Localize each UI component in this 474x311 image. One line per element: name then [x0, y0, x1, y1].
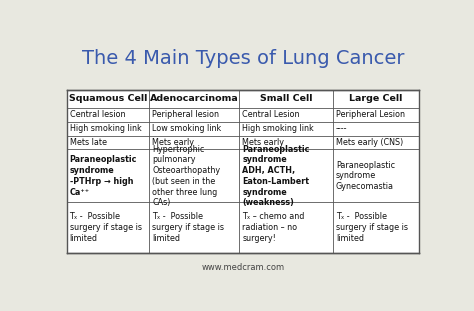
Text: Tₓ – chemo and
radiation – no
surgery!: Tₓ – chemo and radiation – no surgery! — [242, 212, 305, 243]
Bar — [66, 90, 419, 253]
Text: Paraneoplastic
syndrome
Gynecomastia: Paraneoplastic syndrome Gynecomastia — [336, 161, 395, 191]
Text: Paraneoplastic
syndrome
ADH, ACTH,
Eaton-Lambert
syndrome
(weakness): Paraneoplastic syndrome ADH, ACTH, Eaton… — [242, 145, 310, 207]
Text: High smoking link: High smoking link — [70, 124, 141, 133]
Text: ----: ---- — [336, 124, 347, 133]
Text: Central Lesion: Central Lesion — [242, 110, 300, 119]
Text: Squamous Cell: Squamous Cell — [69, 95, 147, 104]
Text: Central lesion: Central lesion — [70, 110, 125, 119]
Text: www.medcram.com: www.medcram.com — [201, 263, 284, 272]
Text: Tₓ -  Possible
surgery if stage is
limited: Tₓ - Possible surgery if stage is limite… — [153, 212, 224, 243]
Text: Adenocarcinoma: Adenocarcinoma — [150, 95, 239, 104]
Text: Peripheral Lesion: Peripheral Lesion — [336, 110, 405, 119]
Text: Mets early: Mets early — [153, 138, 194, 147]
Text: Mets early: Mets early — [242, 138, 284, 147]
Text: Small Cell: Small Cell — [260, 95, 312, 104]
Text: Paraneoplastic
syndrome
-PTHrp → high
Ca⁺⁺: Paraneoplastic syndrome -PTHrp → high Ca… — [70, 155, 137, 197]
Text: The 4 Main Types of Lung Cancer: The 4 Main Types of Lung Cancer — [82, 49, 404, 68]
Text: Hypertrophic
pulmonary
Osteoarthopathy
(but seen in the
other three lung
CAs): Hypertrophic pulmonary Osteoarthopathy (… — [153, 145, 220, 207]
Text: Low smoking link: Low smoking link — [153, 124, 222, 133]
Text: Mets early (CNS): Mets early (CNS) — [336, 138, 403, 147]
Text: Tₓ -  Possible
surgery if stage is
limited: Tₓ - Possible surgery if stage is limite… — [70, 212, 142, 243]
Text: Mets late: Mets late — [70, 138, 107, 147]
Text: Tₓ -  Possible
surgery if stage is
limited: Tₓ - Possible surgery if stage is limite… — [336, 212, 408, 243]
Text: Large Cell: Large Cell — [349, 95, 403, 104]
Text: High smoking link: High smoking link — [242, 124, 314, 133]
Text: Peripheral lesion: Peripheral lesion — [153, 110, 219, 119]
